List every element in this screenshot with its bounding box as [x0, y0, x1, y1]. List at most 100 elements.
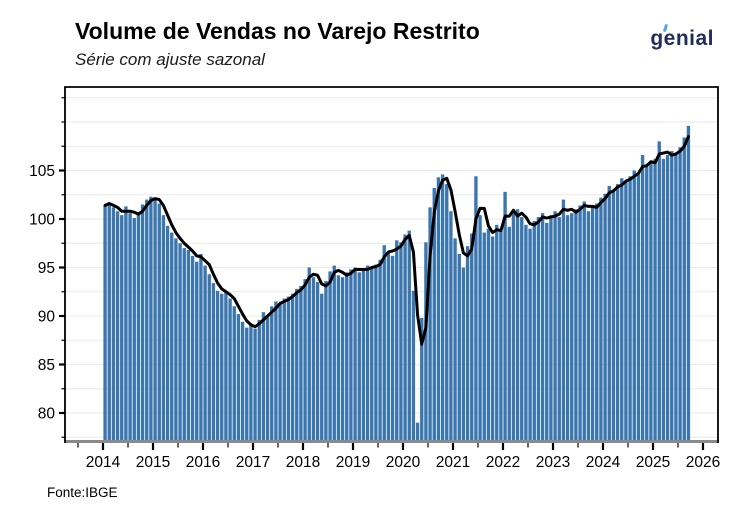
bar — [636, 174, 641, 443]
bar — [332, 265, 336, 443]
y-axis-label: 85 — [38, 357, 55, 374]
bar — [286, 296, 291, 443]
bar — [528, 228, 532, 443]
bar — [449, 211, 453, 443]
bar — [386, 251, 391, 443]
bar — [578, 205, 582, 443]
bar — [478, 215, 482, 443]
bar — [365, 265, 370, 443]
bar — [353, 267, 357, 443]
bar — [653, 158, 657, 444]
bar — [120, 215, 124, 443]
x-axis-label: 2014 — [86, 454, 121, 471]
x-axis-label: 2019 — [336, 454, 370, 471]
bar — [474, 176, 478, 443]
x-axis-label: 2023 — [536, 454, 570, 471]
bar — [278, 303, 282, 443]
bar — [532, 220, 536, 443]
bar — [611, 191, 616, 443]
bar — [140, 204, 145, 443]
bar — [561, 199, 566, 443]
bar — [511, 213, 516, 443]
bar — [328, 271, 332, 443]
bar — [678, 147, 682, 443]
bar — [274, 301, 278, 443]
bar — [549, 215, 553, 443]
bar — [103, 205, 107, 443]
bar — [590, 207, 595, 443]
bar — [607, 186, 611, 443]
bar — [445, 184, 449, 443]
y-axis-label: 100 — [29, 211, 55, 228]
chart-title: Volume de Vendas no Varejo Restrito — [75, 18, 480, 44]
bar — [374, 264, 378, 443]
bar — [220, 293, 224, 443]
bar — [174, 238, 178, 443]
bar — [145, 199, 149, 443]
x-axis-label: 2017 — [236, 454, 270, 471]
bar — [232, 306, 236, 443]
bar — [295, 288, 299, 443]
bar — [382, 245, 386, 443]
bar — [540, 213, 545, 443]
bar — [320, 293, 324, 443]
bar — [470, 233, 474, 443]
bar — [178, 243, 182, 443]
bar — [128, 213, 132, 443]
bar — [461, 267, 466, 443]
bar — [124, 206, 128, 443]
bar — [357, 272, 361, 443]
bar — [682, 137, 686, 443]
bar — [553, 211, 557, 443]
bar — [503, 191, 507, 443]
bar — [486, 228, 491, 443]
bar — [482, 232, 486, 443]
bar — [632, 170, 636, 443]
bar — [545, 222, 549, 443]
bar — [661, 158, 666, 444]
bar — [303, 279, 307, 443]
x-axis-label: 2021 — [436, 454, 470, 471]
bar — [107, 202, 111, 443]
bar — [424, 242, 428, 443]
trend-line — [103, 135, 690, 346]
bar — [265, 316, 270, 443]
bar — [324, 281, 328, 443]
bar — [349, 269, 353, 443]
bar — [582, 201, 586, 443]
bar — [170, 232, 174, 443]
bar — [361, 269, 366, 443]
bar — [490, 236, 495, 443]
y-axis-label: 95 — [38, 260, 55, 277]
bar — [195, 261, 199, 443]
bar — [432, 187, 436, 443]
bar — [257, 319, 261, 443]
bar — [686, 125, 691, 443]
bar — [536, 217, 541, 443]
bar — [186, 250, 191, 443]
bar — [199, 253, 203, 443]
x-axis-label: 2015 — [136, 454, 170, 471]
bar — [111, 207, 116, 443]
bar — [649, 162, 653, 444]
bar — [407, 230, 411, 443]
bar — [495, 224, 499, 443]
bar — [574, 209, 578, 443]
bar — [557, 217, 561, 443]
x-axis-label: 2024 — [586, 454, 621, 471]
axis-border — [64, 86, 719, 443]
x-axis-label: 2018 — [286, 454, 320, 471]
chart-subtitle: Série com ajuste sazonal — [75, 50, 265, 69]
bar — [211, 283, 216, 443]
bar — [628, 176, 632, 443]
bar — [190, 255, 195, 443]
bar — [436, 177, 441, 444]
y-axis-label: 80 — [38, 405, 56, 422]
bar — [645, 166, 649, 443]
source-note: Fonte:IBGE — [47, 485, 118, 500]
bar — [399, 242, 403, 443]
bar — [315, 282, 320, 443]
genial-logo: genial — [650, 23, 714, 51]
bar — [499, 230, 503, 443]
